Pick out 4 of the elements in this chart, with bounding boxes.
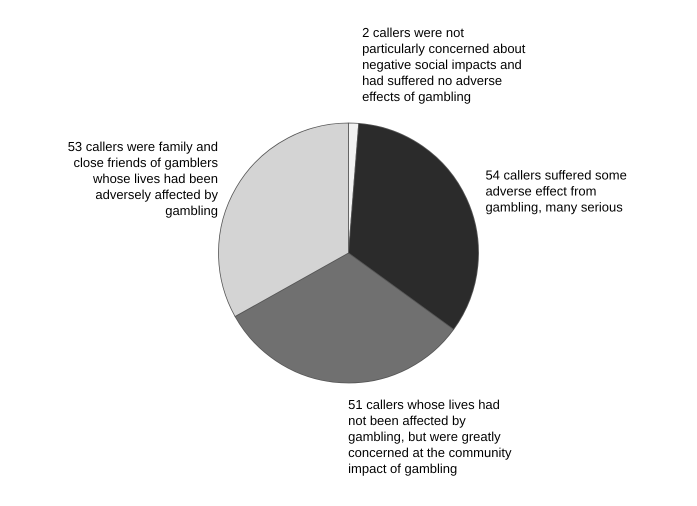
slice-label: 51 callers whose lives had not been affected by gambling, but were greatly concerned at the community impact of gambling	[348, 396, 512, 476]
slice-label: 53 callers were family and close friends of gamblers whose lives had been adversely affected by gambling	[68, 139, 218, 218]
slice-label: 2 callers were not particularly concerned about negative social impacts and had suffered no adverse effects of gambling	[362, 25, 526, 104]
slice-label: 54 callers suffered some adverse effect from gambling, many serious	[485, 168, 627, 215]
